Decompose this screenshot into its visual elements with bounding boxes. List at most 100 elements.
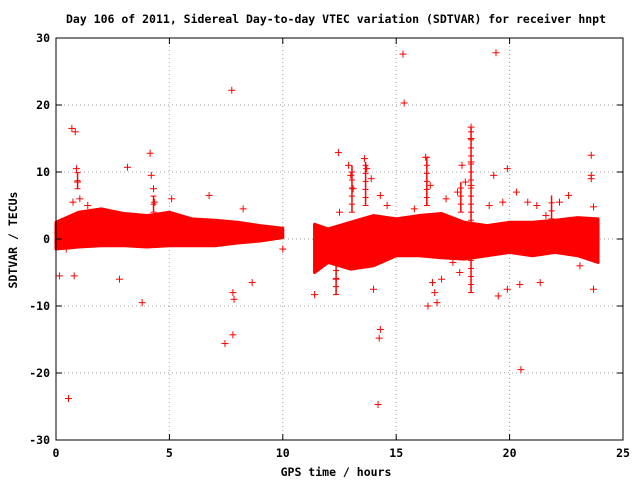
x-tick-label: 15 [389,446,403,460]
x-tick-label: 20 [503,446,517,460]
data-point [442,195,450,203]
data-point [467,158,475,166]
data-point [74,178,82,186]
data-point [123,163,131,171]
data-point [426,181,434,189]
data-point [376,191,384,199]
axis-ticks: 0 5 10 15 20 25 -30 -20 -10 0 10 20 30 [29,31,630,460]
data-point [72,165,80,173]
data-point [576,262,584,270]
data-point [248,279,256,287]
data-point [467,135,475,142]
data-point [590,285,598,293]
data-point [587,175,595,183]
data-point [410,205,418,213]
y-tick-label: 10 [36,165,50,179]
data-point [70,272,78,280]
data-point [363,165,371,173]
data-point [512,188,520,196]
data-point [376,325,384,333]
data-point [64,394,72,402]
data-point [345,161,353,169]
data-point [542,212,550,220]
data-band [54,207,285,251]
y-tick-label: 0 [43,232,50,246]
y-tick-label: 20 [36,98,50,112]
data-point [76,195,84,203]
data-point [524,198,532,206]
data-point [383,202,391,209]
data-point [221,340,229,348]
data-point [374,255,382,263]
x-axis-label: GPS time / hours [281,465,392,479]
data-point [431,289,439,297]
y-axis-label: SDTVAR / TECUs [6,192,20,289]
data-point [467,181,475,189]
y-tick-label: -30 [29,433,50,447]
data-point [517,366,525,374]
data-point [168,195,176,203]
chart-title: Day 106 of 2011, Sidereal Day-to-day VTE… [66,12,606,26]
data-point [533,202,541,209]
y-tick-label: -10 [29,299,50,313]
data-point [71,128,79,136]
data-point [116,275,124,283]
data-point [84,202,92,209]
data-point [449,258,457,266]
data-point [438,275,446,283]
x-tick-label: 5 [166,446,173,460]
data-point [424,302,432,310]
y-tick-label: 30 [36,31,50,45]
data-point [347,171,355,179]
data-point [499,198,507,206]
data-point [485,202,493,209]
data-point [334,149,342,157]
data-band [313,212,600,274]
data-point [536,279,544,287]
data-point [433,299,441,307]
data-point [565,191,573,199]
data-point [228,86,236,94]
data-point [400,99,408,107]
data-point [555,198,563,206]
data-point [62,245,70,253]
data-point [461,178,469,186]
data-point [229,289,237,297]
data-point [422,153,430,161]
data-point [138,299,146,307]
data-point [370,285,378,293]
data-point [494,292,502,300]
data-point [55,272,63,280]
y-tick-label: -20 [29,366,50,380]
data-point [490,171,498,179]
data-series [54,49,600,408]
data-point [146,149,154,157]
data-point [68,124,76,132]
data-point [516,281,524,289]
data-point [375,334,383,342]
data-point [456,269,464,276]
data-point [590,203,598,211]
data-point [150,185,158,193]
data-point [332,275,340,283]
x-tick-label: 0 [53,446,60,460]
data-point [311,291,319,299]
data-point [367,175,375,183]
data-point [399,50,407,58]
data-point [205,191,213,199]
data-point [279,245,287,253]
data-point [467,123,475,131]
data-point [503,165,511,173]
data-point [428,279,436,287]
data-point [336,208,343,216]
data-point [360,155,368,163]
x-tick-label: 10 [276,446,290,460]
data-point [492,49,500,57]
data-point [151,198,159,206]
data-point [230,295,238,303]
data-point [69,198,77,206]
data-point [503,285,511,293]
data-point [458,161,466,169]
data-point [374,400,382,408]
x-tick-label: 25 [616,446,630,460]
